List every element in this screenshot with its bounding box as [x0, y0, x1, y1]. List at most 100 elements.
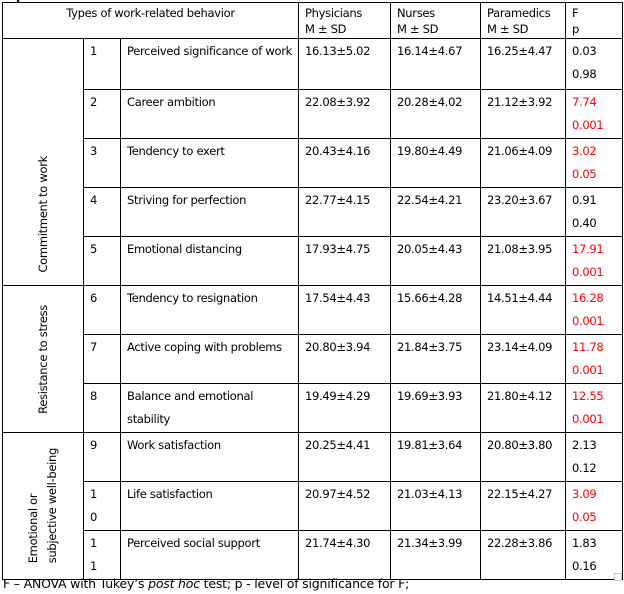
- nurses-value: 19.69±3.93: [397, 389, 463, 403]
- anova-results-table: Types of work-related behavior Physician…: [2, 2, 623, 580]
- f-p-cell: 16.28 0.001: [565, 285, 623, 335]
- physicians-value-cell: 20.80±3.94: [298, 334, 391, 384]
- f-value: 0.03: [572, 44, 597, 58]
- behavior-name-line: Striving for perfection: [127, 193, 247, 207]
- paramedics-value-cell: 21.06±4.09: [480, 138, 566, 188]
- f-value: 1.83: [572, 536, 597, 550]
- row-number-digit: 1: [90, 44, 98, 58]
- paramedics-value-cell: 20.80±3.80: [480, 432, 566, 482]
- header-paramedics: Paramedics M ± SD: [480, 2, 566, 39]
- nurses-value-cell: 19.80±4.49: [390, 138, 481, 188]
- nurses-value: 19.81±3.64: [397, 438, 463, 452]
- table-row: 8 Balance and emotional stability 19.49±4.2…: [3, 383, 623, 433]
- behavior-name-line: Balance and emotional: [127, 389, 254, 403]
- physicians-value: 21.74±4.30: [305, 536, 371, 550]
- nurses-value: 20.05±4.43: [397, 242, 463, 256]
- paramedics-value: 23.14±4.09: [487, 340, 553, 354]
- physicians-value-cell: 19.49±4.29: [298, 383, 391, 433]
- paramedics-value-cell: 22.15±4.27: [480, 481, 566, 531]
- physicians-value-cell: 20.43±4.16: [298, 138, 391, 188]
- row-number-cell: 5: [83, 236, 121, 286]
- behavior-name-cell: Active coping with problems: [120, 334, 299, 384]
- f-value: 7.74: [572, 95, 597, 109]
- paramedics-value-cell: 21.12±3.92: [480, 89, 566, 139]
- paramedics-value: 21.08±3.95: [487, 242, 553, 256]
- table-row: Commitment to work 1 Perceived significanc…: [2, 38, 623, 286]
- group-label-vertical-text: Emotional or subjective well-being: [24, 448, 62, 563]
- paramedics-value: 23.20±3.67: [487, 193, 553, 207]
- behavior-name-cell: Balance and emotional stability: [120, 383, 299, 433]
- p-value: 0.001: [572, 265, 604, 279]
- row-number-cell: 6: [83, 285, 121, 335]
- behavior-name-line: Work satisfaction: [127, 438, 221, 452]
- behavior-name-line: stability: [127, 412, 171, 426]
- nurses-value-cell: 21.03±4.13: [390, 481, 481, 531]
- row-number-digit: 3: [90, 144, 98, 158]
- nurses-value: 16.14±4.67: [397, 44, 463, 58]
- physicians-value-cell: 21.74±4.30: [298, 530, 391, 580]
- paramedics-value-cell: 16.25±4.47: [480, 38, 566, 90]
- behavior-name-cell: Perceived significance of work: [120, 38, 299, 90]
- behavior-name-cell: Life satisfaction: [120, 481, 299, 531]
- row-number-digit: 8: [90, 389, 98, 403]
- nurses-value-cell: 21.34±3.99: [390, 530, 481, 580]
- physicians-value: 17.93±4.75: [305, 242, 371, 256]
- behavior-name-cell: Work satisfaction: [120, 432, 299, 482]
- row-number-cell: 3: [83, 138, 121, 188]
- group-label-line: subjective well-being: [45, 448, 59, 564]
- header-nurses-label: Nurses: [397, 6, 435, 20]
- group-label-cell: Resistance to stress: [2, 285, 84, 433]
- group-label-line: Emotional or: [26, 494, 40, 564]
- header-paramedics-msd: M ± SD: [487, 22, 529, 36]
- behavior-name-cell: Career ambition: [120, 89, 299, 139]
- row-number-digit: 4: [90, 193, 98, 207]
- paramedics-value: 14.51±4.44: [487, 291, 553, 305]
- p-value: 0.001: [572, 412, 604, 426]
- paramedics-value: 22.15±4.27: [487, 487, 553, 501]
- f-p-cell: 12.55 0.001: [565, 383, 623, 433]
- nurses-value-cell: 16.14±4.67: [390, 38, 481, 90]
- header-nurses: Nurses M ± SD: [390, 2, 481, 39]
- table-row: 3 Tendency to exert 20.43±4.16 19.80±4.49 21…: [3, 138, 623, 188]
- f-value: 0.91: [572, 193, 597, 207]
- behavior-name-cell: Striving for perfection: [120, 187, 299, 237]
- table-resize-handle[interactable]: [614, 573, 622, 581]
- group-label-wrap: Emotional or subjective well-being: [4, 434, 83, 579]
- group-label-cell: Commitment to work: [2, 38, 84, 286]
- behavior-name-line: Life satisfaction: [127, 487, 213, 501]
- footnote-prefix: F – ANOVA with Tukey’s: [3, 576, 149, 591]
- f-p-cell: 1.83 0.16: [565, 530, 623, 580]
- nurses-value: 19.80±4.49: [397, 144, 463, 158]
- behavior-name-line: Tendency to exert: [127, 144, 225, 158]
- f-p-cell: 2.13 0.12: [565, 432, 623, 482]
- group-label-line: Commitment to work: [35, 156, 50, 273]
- row-number-digit: 1: [90, 536, 98, 550]
- f-value: 3.02: [572, 144, 597, 158]
- behavior-name-cell: Perceived social support: [120, 530, 299, 580]
- table-row: 4 Striving for perfection 22.77±4.15 22.54±…: [3, 187, 623, 237]
- p-value: 0.05: [572, 510, 597, 524]
- table-footnote: F – ANOVA with Tukey’s post hoc test; p …: [3, 576, 409, 591]
- f-value: 12.55: [572, 389, 604, 403]
- paramedics-value-cell: 23.20±3.67: [480, 187, 566, 237]
- table-row: 1 0 Life satisfaction 20.97±4.52 21.03±4.13 2…: [3, 481, 623, 531]
- paramedics-value: 22.28±3.86: [487, 536, 553, 550]
- group-label-wrap: Commitment to work: [4, 40, 83, 285]
- f-p-cell: 7.74 0.001: [565, 89, 623, 139]
- p-value: 0.001: [572, 314, 604, 328]
- table-header-row: Types of work-related behavior Physician…: [2, 2, 623, 39]
- physicians-value: 20.97±4.52: [305, 487, 371, 501]
- table-row: 1 1 Perceived social support 21.74±4.30 21.3…: [3, 530, 623, 580]
- footnote-post-hoc: post hoc: [148, 576, 200, 591]
- paramedics-value: 20.80±3.80: [487, 438, 553, 452]
- nurses-value: 21.34±3.99: [397, 536, 463, 550]
- group-label-wrap: Resistance to stress: [4, 287, 83, 432]
- physicians-value: 19.49±4.29: [305, 389, 371, 403]
- row-number-digit: 6: [90, 291, 98, 305]
- p-value: 0.40: [572, 216, 597, 230]
- row-number-cell: 2: [83, 89, 121, 139]
- nurses-value-cell: 15.66±4.28: [390, 285, 481, 335]
- header-p-label: p: [572, 22, 579, 36]
- behavior-name-line: Emotional distancing: [127, 242, 242, 256]
